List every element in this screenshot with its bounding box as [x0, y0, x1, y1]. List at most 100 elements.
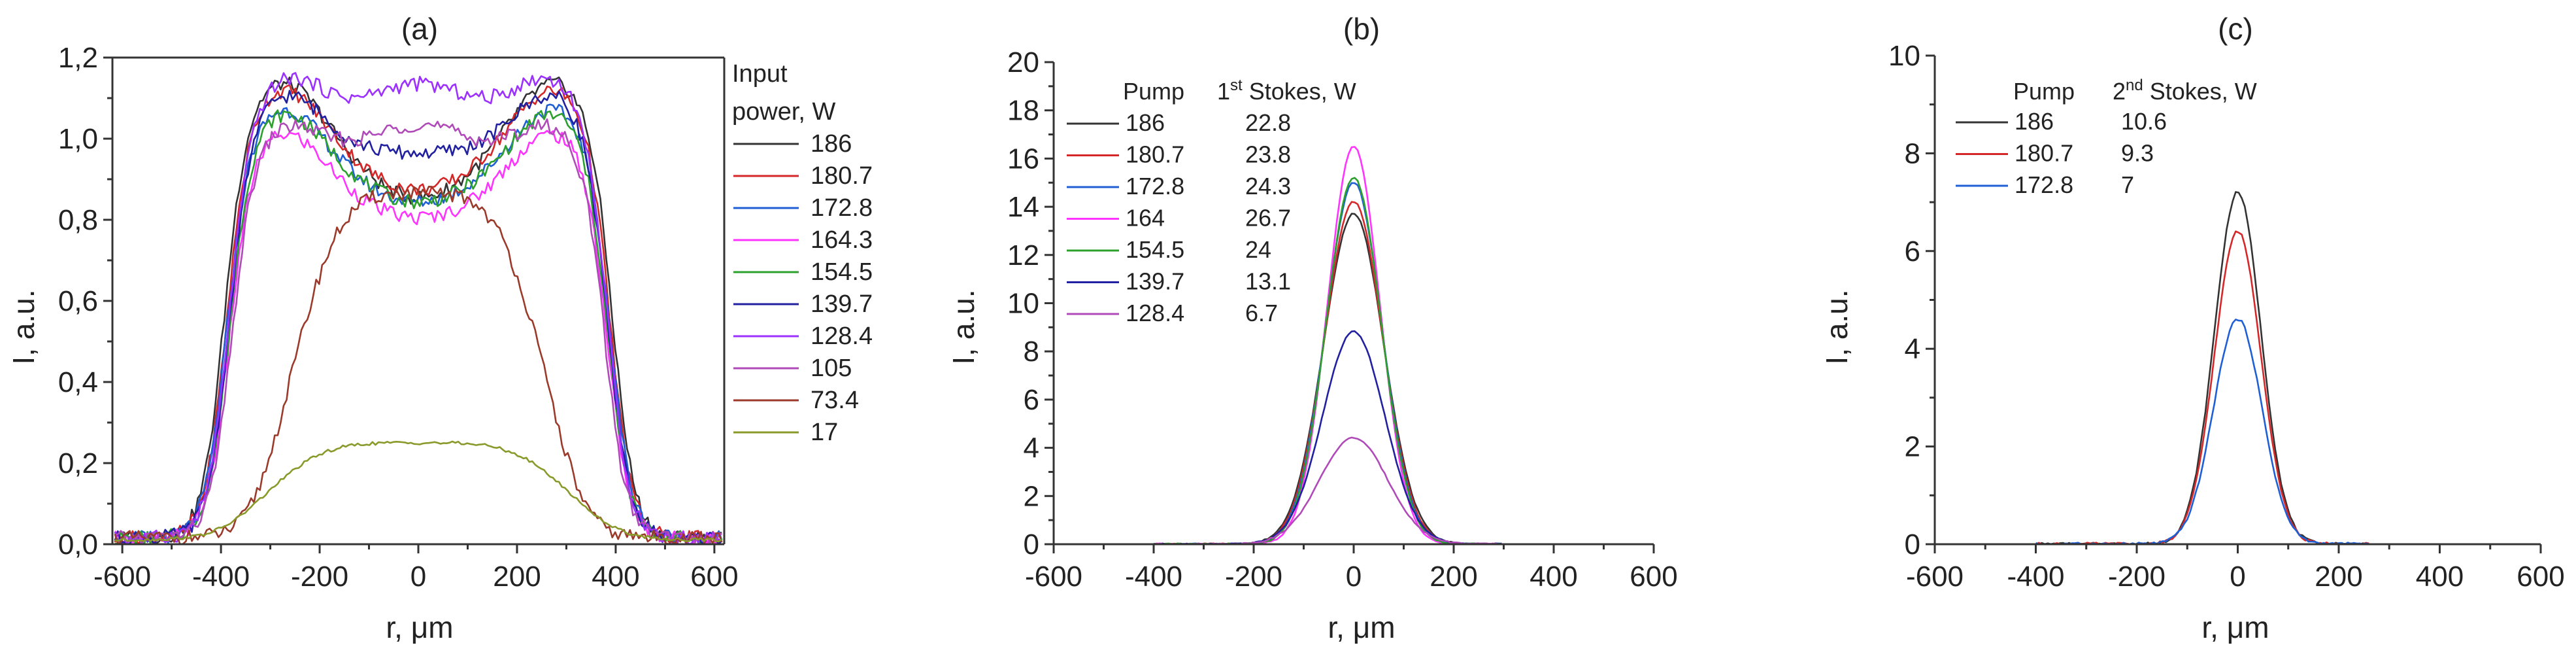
b-y-tick-label: 16: [1007, 143, 1039, 175]
c-y-tick-label: 4: [1905, 333, 1920, 365]
b-legend-stokes-value: 13.1: [1245, 268, 1291, 295]
b-x-tick-label: 600: [1630, 561, 1677, 593]
a-y-tick-label: 0,0: [58, 529, 98, 561]
panel-b-y-axis-title: I, a.u.: [946, 289, 980, 364]
a-x-tick-label: 200: [493, 561, 541, 593]
b-x-tick-label: -400: [1125, 561, 1182, 593]
a-series-line-128.4: [114, 72, 722, 546]
b-y-tick-label: 6: [1024, 384, 1039, 416]
panel-a-legend-label: 139.7: [811, 290, 873, 318]
c-x-tick-label: -400: [2007, 561, 2064, 593]
b-y-tick-label: 2: [1024, 480, 1039, 512]
b-y-tick-label: 20: [1007, 46, 1039, 78]
b-legend-stokes-value: 22.8: [1245, 109, 1291, 136]
b-y-tick-label: 8: [1024, 336, 1039, 368]
panel-c-x-axis-title: r, μm: [2201, 610, 2269, 644]
panel-a-x-axis-title: r, μm: [386, 610, 453, 644]
a-y-tick-label: 1,2: [58, 42, 98, 74]
a-series-line-73.4: [114, 186, 723, 546]
panel-b-legend: Pump 1st Stokes, W 186 22.8 180.7 23.8 172.8…: [1067, 77, 1356, 326]
panel-a: (a) -600 -400 -200 0 200 400 600 0,0 0,2 0,4 0,6 0,…: [7, 12, 873, 644]
panel-a-y-axis-title: I, a.u.: [7, 289, 41, 364]
c-legend-stokes-value: 7: [2121, 171, 2134, 198]
b-legend-pump-value: 164: [1126, 205, 1165, 232]
b-series-line-154.5: [1153, 177, 1502, 546]
panel-a-legend-items: 186 180.7 172.8 164.3 154.5 139.7 128.4 105 73.4…: [733, 130, 873, 446]
panel-b-legend-pump-header: Pump: [1123, 78, 1184, 105]
a-x-tick-label: 600: [690, 561, 738, 593]
a-x-tick-label: 0: [410, 561, 426, 593]
c-legend-stokes-value: 10.6: [2121, 108, 2167, 135]
c-y-tick-label: 8: [1905, 137, 1920, 169]
b-x-tick-label: 200: [1430, 561, 1477, 593]
panel-a-legend-label: 180.7: [811, 162, 873, 190]
c-y-tick-label: 2: [1905, 431, 1920, 463]
a-x-tick-label: 400: [592, 561, 639, 593]
b-legend-pump-value: 172.8: [1126, 173, 1184, 200]
panel-a-legend-label: 105: [811, 355, 852, 382]
c-x-tick-label: 600: [2517, 561, 2564, 593]
panel-c-axes: -600 -400 -200 0 200 400 600 0 2 4 6 8 10: [1888, 40, 2565, 593]
panel-c-title: (c): [2218, 12, 2253, 46]
b-x-tick-label: 400: [1530, 561, 1577, 593]
panel-b-series: [1153, 146, 1502, 546]
b-series-line-180.7: [1153, 201, 1502, 546]
b-x-tick-label: 0: [1346, 561, 1362, 593]
c-x-tick-label: -200: [2108, 561, 2166, 593]
panel-a-title: (a): [401, 12, 438, 46]
a-series-line-172.8: [114, 103, 723, 546]
b-legend-stokes-value: 26.7: [1245, 205, 1291, 232]
b-legend-stokes-value: 23.8: [1245, 141, 1291, 168]
panel-c-legend: Pump 2nd Stokes, W 186 10.6 180.7 9.3 172.8 7: [1956, 77, 2257, 198]
b-legend-pump-value: 139.7: [1126, 268, 1184, 295]
a-y-tick-label: 0,6: [58, 285, 98, 317]
c-series-line-180.7: [2035, 230, 2369, 546]
panel-c-y-axis-title: I, a.u.: [1820, 289, 1854, 364]
c-y-tick-label: 0: [1905, 529, 1920, 561]
c-legend-pump-value: 186: [2015, 108, 2054, 135]
a-y-tick-label: 0,2: [58, 447, 98, 479]
b-y-tick-label: 10: [1007, 288, 1039, 320]
c-legend-pump-value: 172.8: [2015, 171, 2073, 198]
panel-a-series: [114, 72, 723, 546]
a-series-line-105: [114, 118, 722, 546]
panel-a-legend-title-line1: Input: [732, 60, 788, 88]
b-legend-pump-value: 180.7: [1126, 141, 1184, 168]
panel-c-series: [2035, 191, 2369, 546]
panel-c-legend-pump-header: Pump: [2013, 78, 2075, 105]
a-y-tick-label: 1,0: [58, 123, 98, 155]
c-y-tick-label: 10: [1888, 40, 1920, 72]
a-y-tick-label: 0,8: [58, 204, 98, 236]
b-legend-stokes-value: 6.7: [1245, 300, 1278, 326]
c-series-line-186: [2035, 191, 2369, 546]
b-y-tick-label: 14: [1007, 191, 1039, 223]
c-x-tick-label: 400: [2416, 561, 2464, 593]
b-series-line-172.8: [1153, 182, 1502, 546]
b-y-tick-label: 12: [1007, 239, 1039, 271]
a-series-line-164.3: [114, 130, 722, 546]
panel-a-legend-title-line2: power, W: [732, 98, 836, 126]
b-series-line-164: [1153, 146, 1502, 546]
panel-a-legend-label: 186: [811, 130, 852, 158]
panel-a-axes: -600 -400 -200 0 200 400 600 0,0 0,2 0,4 0,6 0,8 1,0…: [58, 42, 739, 593]
c-x-tick-label: 0: [2230, 561, 2245, 593]
b-x-tick-label: -200: [1225, 561, 1282, 593]
panel-c: (c) -600 -400 -200 0 200 400 600 0 2 4 6 8 10 I, a.u…: [1820, 12, 2565, 644]
b-legend-stokes-value: 24: [1245, 236, 1271, 263]
panel-b: (b) -600 -400 -200 0 200 400 60002468101214161…: [946, 12, 1678, 644]
a-x-tick-label: -600: [93, 561, 151, 593]
panel-a-legend-label: 172.8: [811, 194, 873, 222]
a-x-tick-label: -400: [192, 561, 250, 593]
panel-a-legend-label: 164.3: [811, 226, 873, 254]
panel-a-legend-label: 73.4: [811, 387, 859, 414]
panel-b-legend-stokes-header: 1st Stokes, W: [1217, 77, 1356, 105]
panel-b-x-axis-title: r, μm: [1328, 610, 1395, 644]
b-x-tick-label: -600: [1025, 561, 1082, 593]
b-y-tick-label: 0: [1024, 529, 1039, 561]
b-legend-stokes-value: 24.3: [1245, 173, 1291, 200]
a-series-line-17: [114, 440, 722, 542]
panel-a-legend-label: 154.5: [811, 258, 873, 286]
c-legend-pump-value: 180.7: [2015, 140, 2073, 167]
